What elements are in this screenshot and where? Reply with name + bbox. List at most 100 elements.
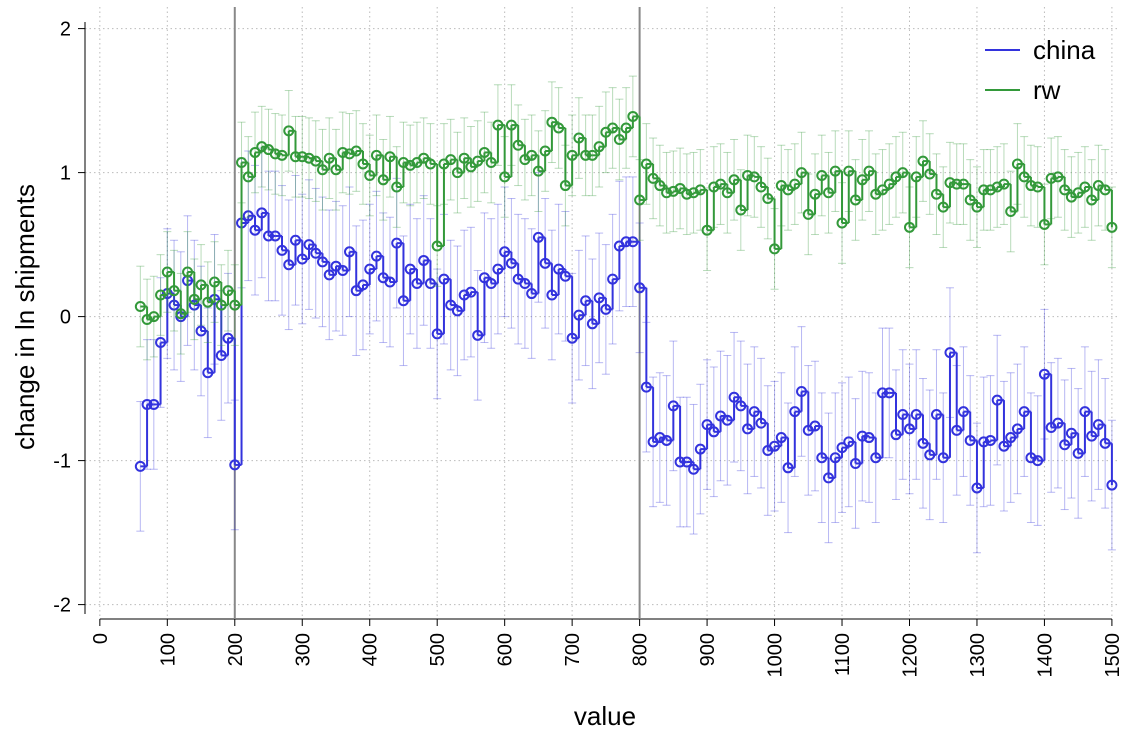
point	[559, 180, 571, 192]
point	[1079, 406, 1091, 418]
point	[242, 171, 254, 183]
point	[438, 273, 450, 285]
point	[984, 184, 996, 196]
point	[654, 180, 666, 192]
point	[789, 406, 801, 418]
x-tick-label: 900	[697, 633, 719, 666]
point	[303, 239, 315, 251]
point	[964, 434, 976, 446]
legend-label: rw	[1033, 75, 1061, 105]
point	[620, 236, 632, 248]
point	[1038, 218, 1050, 230]
point	[532, 231, 544, 243]
point	[998, 178, 1010, 190]
point	[229, 459, 241, 471]
point	[640, 381, 652, 393]
point	[1018, 171, 1030, 183]
point	[647, 172, 659, 184]
point	[951, 424, 963, 436]
point	[445, 154, 457, 166]
point	[883, 178, 895, 190]
point	[742, 423, 754, 435]
point	[553, 122, 565, 134]
point	[694, 184, 706, 196]
point	[701, 419, 713, 431]
point	[485, 277, 497, 289]
point	[337, 265, 349, 277]
point	[364, 263, 376, 275]
point	[1086, 430, 1098, 442]
point	[148, 398, 160, 410]
point	[607, 273, 619, 285]
point	[236, 157, 248, 169]
point	[249, 146, 261, 158]
point	[809, 420, 821, 432]
point	[229, 299, 241, 311]
point	[843, 436, 855, 448]
point	[566, 149, 578, 161]
point	[242, 210, 254, 222]
point	[998, 440, 1010, 452]
point	[1025, 180, 1037, 192]
point	[910, 171, 922, 183]
point	[796, 167, 808, 179]
point	[182, 266, 194, 278]
point	[134, 301, 146, 313]
point	[215, 349, 227, 361]
point	[694, 443, 706, 455]
point	[701, 224, 713, 236]
point	[269, 230, 281, 242]
point	[1052, 171, 1064, 183]
x-tick-label: 800	[630, 633, 652, 666]
point	[283, 125, 295, 137]
point	[310, 247, 322, 259]
point	[816, 452, 828, 464]
point	[742, 169, 754, 181]
point	[343, 246, 355, 258]
point	[202, 367, 214, 379]
point	[1018, 406, 1030, 418]
point	[924, 449, 936, 461]
point	[850, 194, 862, 206]
point	[451, 167, 463, 179]
point	[1065, 427, 1077, 439]
point	[364, 169, 376, 181]
point	[775, 432, 787, 444]
point	[384, 151, 396, 163]
point	[755, 181, 767, 193]
point	[472, 155, 484, 167]
point	[1106, 479, 1118, 491]
point	[573, 309, 585, 321]
point	[728, 391, 740, 403]
y-tick-label: 1	[60, 163, 71, 185]
point	[505, 257, 517, 269]
point	[141, 398, 153, 410]
y-axis-title: change in ln shipments	[10, 184, 40, 450]
point	[330, 164, 342, 176]
point	[343, 148, 355, 160]
point	[195, 279, 207, 291]
x-tick-label: 600	[495, 633, 517, 666]
point	[492, 263, 504, 275]
point	[539, 145, 551, 157]
point	[465, 161, 477, 173]
point	[1079, 181, 1091, 193]
point	[843, 165, 855, 177]
point	[1011, 423, 1023, 435]
point	[634, 282, 646, 294]
y-tick-label: -2	[53, 595, 71, 617]
point	[991, 394, 1003, 406]
point	[276, 149, 288, 161]
point	[688, 187, 700, 199]
x-tick-label: 200	[225, 633, 247, 666]
point	[870, 452, 882, 464]
point	[944, 177, 956, 189]
point	[897, 409, 909, 421]
point	[748, 171, 760, 183]
point	[688, 463, 700, 475]
x-tick-label: 1500	[1102, 633, 1124, 678]
point	[350, 285, 362, 297]
x-tick-label: 500	[427, 633, 449, 666]
point	[316, 256, 328, 268]
